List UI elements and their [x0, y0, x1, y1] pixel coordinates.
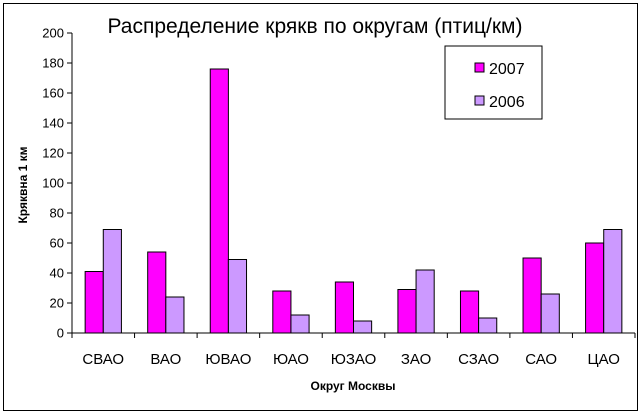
- y-tick-label: 120: [42, 146, 64, 161]
- x-tick-label: ЦАО: [587, 351, 619, 368]
- bar-2006-2: [227, 259, 248, 334]
- x-tick-label: ЗАО: [401, 351, 431, 368]
- y-axis-label: Кряквна 1 км: [16, 146, 30, 223]
- bar-2007-7: [522, 257, 542, 334]
- legend-box: [444, 45, 543, 120]
- x-axis-label: Округ Москвы: [311, 379, 396, 393]
- bar-2006-4: [353, 320, 373, 334]
- y-tick-label: 100: [42, 176, 64, 191]
- chart-title: Распределение крякв по округам (птиц/км): [108, 15, 523, 38]
- legend-label-2006: 2006: [489, 94, 525, 111]
- legend-label-2007: 2007: [489, 61, 525, 78]
- legend-swatch-2007: [474, 62, 485, 73]
- bar-2006-7: [540, 293, 560, 334]
- y-tick-label: 20: [50, 296, 64, 311]
- x-tick-label: СЗАО: [458, 351, 499, 368]
- y-tick-label: 140: [42, 116, 64, 131]
- bar-2006-1: [165, 296, 185, 334]
- y-tick-label: 200: [42, 26, 64, 41]
- bar-2006-3: [290, 314, 310, 334]
- legend-swatch-2006: [474, 95, 485, 106]
- x-tick-label: ЮВАО: [205, 351, 251, 368]
- bar-2007-0: [84, 271, 104, 334]
- bar-2007-3: [272, 290, 292, 334]
- bar-2007-8: [585, 242, 605, 334]
- y-tick-label: 180: [42, 56, 64, 71]
- bar-2007-2: [209, 68, 229, 334]
- bar-2006-0: [102, 229, 122, 334]
- y-tick-label: 60: [50, 236, 64, 251]
- y-tick-label: 0: [57, 326, 64, 341]
- bar-2006-5: [415, 269, 435, 334]
- x-tick-label: САО: [525, 351, 557, 368]
- bar-2006-8: [603, 229, 623, 334]
- bar-2007-4: [334, 281, 354, 334]
- bar-2007-1: [147, 251, 167, 334]
- bar-2007-5: [397, 289, 417, 334]
- bar-2006-6: [478, 317, 498, 334]
- y-tick-label: 40: [50, 266, 64, 281]
- x-tick-label: СВАО: [82, 351, 124, 368]
- x-tick-label: ЮЗАО: [331, 351, 377, 368]
- x-tick-label: ВАО: [150, 351, 181, 368]
- bar-2007-6: [459, 290, 480, 334]
- x-tick-label: ЮАО: [273, 351, 309, 368]
- y-tick-label: 80: [50, 206, 64, 221]
- legend: 2007 2006: [444, 45, 543, 120]
- y-tick-label: 160: [42, 86, 64, 101]
